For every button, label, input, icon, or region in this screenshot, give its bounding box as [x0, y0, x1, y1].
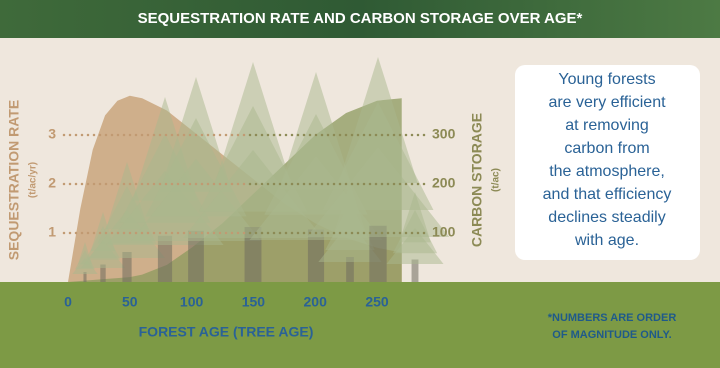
annotation-line: with age. [574, 232, 639, 249]
x-tick-label: 100 [180, 294, 204, 310]
y-tick-label: 2 [48, 175, 56, 191]
y2-tick-label: 200 [432, 175, 456, 191]
title-banner [0, 0, 720, 38]
x-tick-label: 250 [365, 294, 389, 310]
tree-trunk [411, 259, 419, 282]
annotation-line: carbon from [564, 140, 649, 157]
annotation-line: Young forests [558, 71, 655, 88]
y-axis-unit: (t/ac/yr) [28, 162, 39, 198]
y-tick-label: 1 [48, 224, 56, 240]
annotation-box [515, 65, 700, 260]
y2-axis-label: CARBON STORAGE [469, 113, 485, 247]
x-tick-label: 50 [122, 294, 138, 310]
tree-trunk [122, 252, 132, 282]
x-tick-label: 0 [64, 294, 72, 310]
axes: 1 2 3 100 200 300 0 50 100 150 200 250 [48, 126, 455, 310]
y2-tick-label: 100 [432, 224, 456, 240]
tree-trunk [244, 227, 262, 282]
y2-tick-label: 300 [432, 126, 456, 142]
ground-band [0, 282, 720, 368]
annotation-line: the atmosphere, [549, 163, 665, 180]
tree-trunk [369, 225, 387, 282]
tree-trunk [188, 230, 204, 282]
footnote-line: OF MAGNITUDE ONLY. [552, 329, 671, 341]
footnote-line: *NUMBERS ARE ORDER [548, 312, 677, 324]
annotation-line: and that efficiency [543, 186, 672, 203]
tree-trunk [83, 272, 87, 282]
y2-axis-unit: (t/ac) [491, 168, 502, 192]
y-axis-label: SEQUESTRATION RATE [6, 100, 22, 261]
x-tick-label: 150 [242, 294, 266, 310]
x-axis-label: FOREST AGE (TREE AGE) [139, 324, 314, 340]
annotation-line: are very efficient [548, 94, 666, 111]
x-tick-label: 200 [304, 294, 328, 310]
annotation-line: at removing [565, 117, 649, 134]
y-tick-label: 3 [48, 126, 56, 142]
tree-trunk [307, 229, 325, 282]
tree-trunk [157, 235, 173, 282]
tree-trunk [346, 257, 354, 282]
tree-trunk [100, 264, 106, 282]
tree-crown [386, 228, 444, 264]
annotation-line: declines steadily [548, 209, 665, 226]
chart-title: SEQUESTRATION RATE AND CARBON STORAGE OV… [138, 10, 583, 27]
tree-crown [318, 222, 382, 262]
